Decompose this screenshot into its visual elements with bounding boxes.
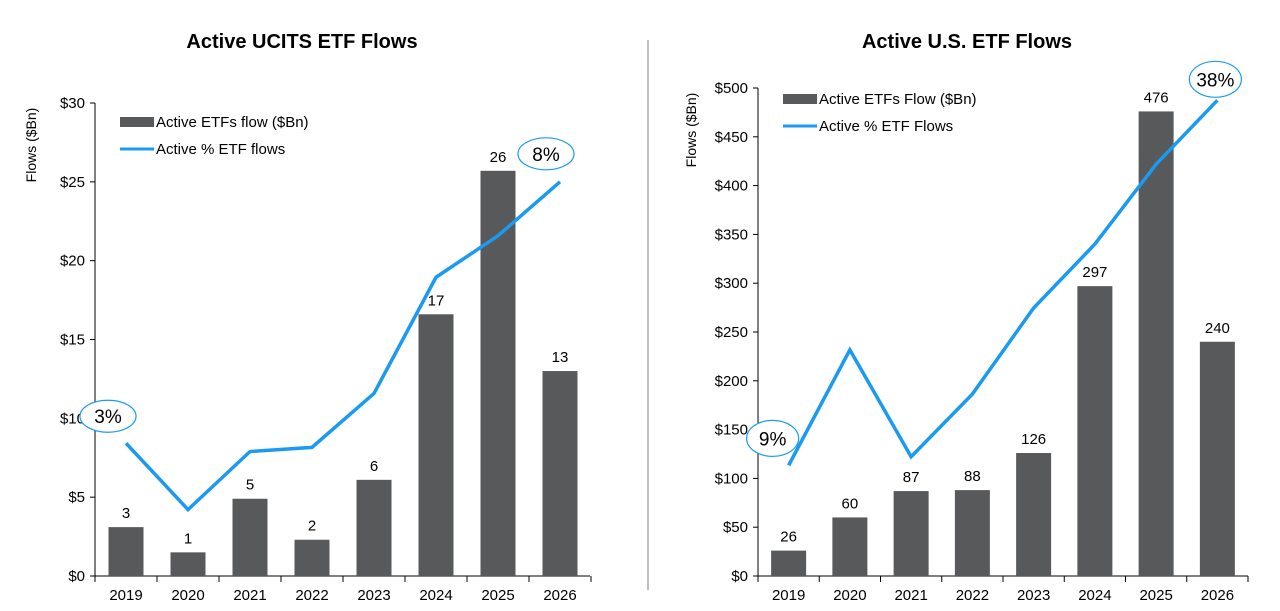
bar-value-label: 126 bbox=[1021, 431, 1046, 448]
x-tick-label: 2020 bbox=[833, 587, 866, 604]
x-tick-label: 2019 bbox=[772, 587, 805, 604]
y-tick-label: $100 bbox=[715, 470, 748, 487]
y-tick-label: $400 bbox=[715, 178, 748, 195]
y-tick-label: $150 bbox=[715, 422, 748, 439]
callout-bubble bbox=[517, 137, 575, 171]
bar bbox=[1077, 286, 1113, 576]
bar bbox=[832, 517, 868, 576]
y-axis-label: Flows ($Bn) bbox=[683, 93, 699, 168]
y-tick-label: $450 bbox=[715, 129, 748, 146]
bar-value-label: 13 bbox=[552, 349, 569, 366]
bar bbox=[170, 552, 206, 576]
chart-title: Active U.S. ETF Flows bbox=[862, 31, 1072, 53]
legend-swatch-bar bbox=[783, 94, 817, 104]
y-tick-label: $0 bbox=[731, 568, 748, 585]
bar-value-label: 17 bbox=[428, 292, 445, 309]
callout-label: 9% bbox=[759, 429, 787, 450]
x-tick-label: 2024 bbox=[1078, 587, 1111, 604]
bar-value-label: 6 bbox=[370, 458, 378, 475]
bar bbox=[356, 479, 392, 576]
y-tick-label: $10 bbox=[60, 410, 85, 427]
bar-value-label: 60 bbox=[842, 495, 859, 512]
legend-label-bar: Active ETFs Flow ($Bn) bbox=[819, 91, 977, 108]
x-tick-label: 2023 bbox=[1017, 587, 1050, 604]
bar-value-label: 26 bbox=[490, 149, 507, 166]
callout-label: 38% bbox=[1196, 70, 1234, 91]
bar-value-label: 88 bbox=[964, 468, 981, 485]
active-pct-line bbox=[124, 180, 562, 513]
x-tick-label: 2026 bbox=[543, 587, 576, 604]
x-tick-label: 2019 bbox=[109, 587, 142, 604]
bar bbox=[1016, 453, 1052, 576]
y-tick-label: $15 bbox=[60, 332, 85, 349]
bar-value-label: 1 bbox=[184, 530, 192, 547]
y-tick-label: $25 bbox=[60, 174, 85, 191]
bar bbox=[480, 170, 516, 576]
bar-value-label: 26 bbox=[780, 529, 797, 546]
y-tick-label: $500 bbox=[715, 80, 748, 97]
chart-title: Active UCITS ETF Flows bbox=[186, 31, 417, 53]
x-tick-label: 2020 bbox=[171, 587, 204, 604]
y-tick-label: $50 bbox=[723, 519, 748, 536]
callout-bubble bbox=[1188, 60, 1242, 98]
legend-label-line: Active % ETF Flows bbox=[819, 118, 953, 135]
bar bbox=[294, 539, 330, 576]
legend-label-line: Active % ETF flows bbox=[156, 141, 285, 158]
bar bbox=[954, 490, 990, 576]
y-tick-label: $200 bbox=[715, 373, 748, 390]
x-tick-label: 2023 bbox=[357, 587, 390, 604]
y-tick-label: $0 bbox=[68, 568, 85, 585]
bar-value-label: 2 bbox=[308, 518, 316, 535]
y-tick-label: $5 bbox=[68, 489, 85, 506]
bar-value-label: 297 bbox=[1082, 264, 1107, 281]
y-tick-label: $300 bbox=[715, 275, 748, 292]
bar-value-label: 3 bbox=[122, 505, 130, 522]
x-tick-label: 2024 bbox=[419, 587, 452, 604]
y-tick-label: $250 bbox=[715, 324, 748, 341]
callout-label: 8% bbox=[532, 145, 560, 166]
bar bbox=[771, 550, 807, 576]
y-tick-label: $350 bbox=[715, 226, 748, 243]
y-tick-label: $30 bbox=[60, 95, 85, 112]
bar bbox=[542, 371, 578, 576]
y-axis-label: Flows ($Bn) bbox=[23, 108, 39, 183]
bar-value-label: 240 bbox=[1205, 320, 1230, 337]
callout-bubble bbox=[79, 399, 137, 433]
x-tick-label: 2022 bbox=[956, 587, 989, 604]
bar-value-label: 476 bbox=[1144, 89, 1169, 106]
active-pct-line bbox=[787, 99, 1219, 467]
legend-swatch-bar bbox=[120, 117, 154, 127]
x-tick-label: 2022 bbox=[295, 587, 328, 604]
bar bbox=[232, 498, 268, 576]
x-tick-label: 2021 bbox=[894, 587, 927, 604]
bar bbox=[1138, 111, 1174, 576]
bar bbox=[1199, 341, 1235, 576]
bar bbox=[418, 314, 454, 576]
bar bbox=[108, 527, 144, 576]
us-chart: Active U.S. ETF Flows Flows ($Bn) $0 $50 $10… bbox=[683, 31, 1249, 604]
ucits-chart: Active UCITS ETF Flows Flows ($Bn) $0 $5 $10… bbox=[23, 31, 592, 604]
x-tick-label: 2026 bbox=[1201, 587, 1234, 604]
x-tick-label: 2025 bbox=[1139, 587, 1172, 604]
bar bbox=[893, 491, 929, 576]
x-tick-label: 2025 bbox=[481, 587, 514, 604]
callout-label: 3% bbox=[94, 407, 122, 428]
legend-label-bar: Active ETFs flow ($Bn) bbox=[156, 114, 309, 131]
x-tick-label: 2021 bbox=[233, 587, 266, 604]
bar-value-label: 87 bbox=[903, 469, 920, 486]
y-tick-label: $20 bbox=[60, 253, 85, 270]
callout-bubble bbox=[746, 419, 800, 457]
bar-value-label: 5 bbox=[246, 477, 254, 494]
